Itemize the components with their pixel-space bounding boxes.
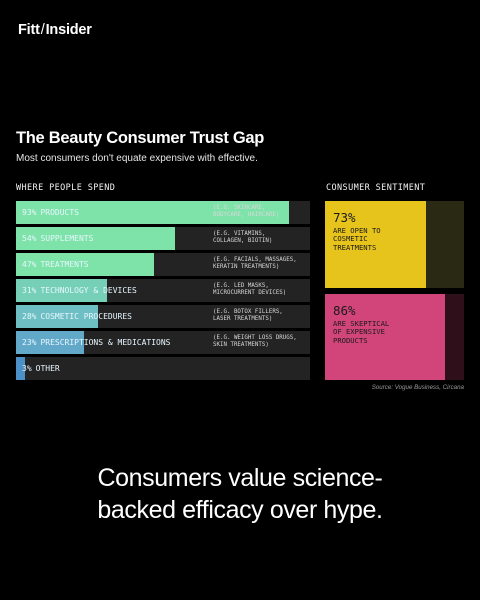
sentiment-bar-open (325, 201, 427, 288)
spend-bar (16, 279, 108, 302)
chart-subtitle: Most consumers don't equate expensive wi… (16, 153, 258, 164)
brand-name-part1: Fitt (18, 22, 40, 38)
spend-section-label: WHERE PEOPLE SPEND (16, 183, 116, 193)
brand-logo: Fitt/Insider (18, 22, 92, 38)
spend-bar-chart: 93% PRODUCTS (E.G. SKINCARE, BODYCARE, HAI… (16, 201, 310, 383)
spend-example-label: (E.G. WEIGHT LOSS DRUGS, SKIN TREATMENTS… (213, 335, 297, 348)
spend-bar (16, 201, 290, 224)
spend-bar-label: 54% SUPPLEMENTS (22, 227, 93, 250)
spend-example-label: (E.G. SKINCARE, BODYCARE, HAIRCARE) (213, 205, 280, 218)
spend-value-label: 31% (22, 286, 37, 295)
spend-value-label: 23% (22, 338, 37, 347)
spend-value-label: 54% (22, 234, 37, 243)
spend-value-label: 3% (22, 364, 32, 373)
spend-category-label: SUPPLEMENTS (40, 234, 94, 243)
spend-bar-row: 47% TREATMENTS (E.G. FACIALS, MASSAGES, KE… (16, 253, 310, 276)
spend-bar-row: 31% TECHNOLOGY & DEVICES (E.G. LED MASKS, … (16, 279, 310, 302)
spend-bar-row: 23% PRESCRIPTIONS & MEDICATIONS (E.G. WEIG… (16, 331, 310, 354)
sentiment-card-skeptical: 86% ARE SKEPTICAL OF EXPENSIVE PRODUCTS (325, 294, 464, 380)
source-note: Source: Vogue Business, Circana (371, 384, 464, 391)
spend-bar-label: 47% TREATMENTS (22, 253, 89, 276)
spend-category-label: TECHNOLOGY & DEVICES (40, 286, 137, 295)
spend-bar-label: 3% OTHER (22, 357, 60, 380)
brand-separator: / (40, 22, 45, 38)
spend-bar-label: 31% TECHNOLOGY & DEVICES (22, 279, 137, 302)
spend-example-label: (E.G. BOTOX FILLERS, LASER TREATMENTS) (213, 309, 283, 322)
headline: Consumers value science- backed efficacy… (0, 462, 480, 526)
spend-value-label: 28% (22, 312, 37, 321)
sentiment-section-label: CONSUMER SENTIMENT (326, 183, 426, 193)
spend-bar-row: 93% PRODUCTS (E.G. SKINCARE, BODYCARE, HAI… (16, 201, 310, 224)
sentiment-bar-skeptical (325, 294, 445, 380)
sentiment-label-open: ARE OPEN TO COSMETIC TREATMENTS (333, 226, 381, 252)
sentiment-card-open: 73% ARE OPEN TO COSMETIC TREATMENTS (325, 201, 464, 288)
spend-bar-row: 54% SUPPLEMENTS (E.G. VITAMINS, COLLAGEN, … (16, 227, 310, 250)
spend-bar (16, 253, 155, 276)
spend-value-label: 93% (22, 208, 37, 217)
spend-category-label: TREATMENTS (40, 260, 89, 269)
chart-title: The Beauty Consumer Trust Gap (16, 129, 265, 147)
sentiment-value-skeptical: 86% (333, 303, 356, 318)
sentiment-label-skeptical: ARE SKEPTICAL OF EXPENSIVE PRODUCTS (333, 319, 390, 345)
spend-bar-label: 28% COSMETIC PROCEDURES (22, 305, 132, 328)
sentiment-value-open: 73% (333, 210, 356, 225)
spend-bar-label: 93% PRODUCTS (22, 201, 79, 224)
spend-bar-label: 23% PRESCRIPTIONS & MEDICATIONS (22, 331, 171, 354)
spend-bar (16, 305, 99, 328)
spend-bar (16, 357, 25, 380)
spend-category-label: PRESCRIPTIONS & MEDICATIONS (40, 338, 171, 347)
spend-example-label: (E.G. FACIALS, MASSAGES, KERATIN TREATME… (213, 257, 297, 270)
spend-category-label: PRODUCTS (40, 208, 79, 217)
spend-value-label: 47% (22, 260, 37, 269)
spend-example-label: (E.G. LED MASKS, MICROCURRENT DEVICES) (213, 283, 287, 296)
headline-line-2: backed efficacy over hype. (97, 496, 383, 524)
spend-bar (16, 331, 84, 354)
spend-bar-row: 3% OTHER (16, 357, 310, 380)
spend-category-label: OTHER (35, 364, 60, 373)
spend-category-label: COSMETIC PROCEDURES (40, 312, 132, 321)
spend-bar (16, 227, 175, 250)
headline-line-1: Consumers value science- (97, 464, 383, 492)
brand-name-part2: Insider (45, 22, 92, 38)
spend-bar-row: 28% COSMETIC PROCEDURES (E.G. BOTOX FILLER… (16, 305, 310, 328)
spend-example-label: (E.G. VITAMINS, COLLAGEN, BIOTIN) (213, 231, 273, 244)
